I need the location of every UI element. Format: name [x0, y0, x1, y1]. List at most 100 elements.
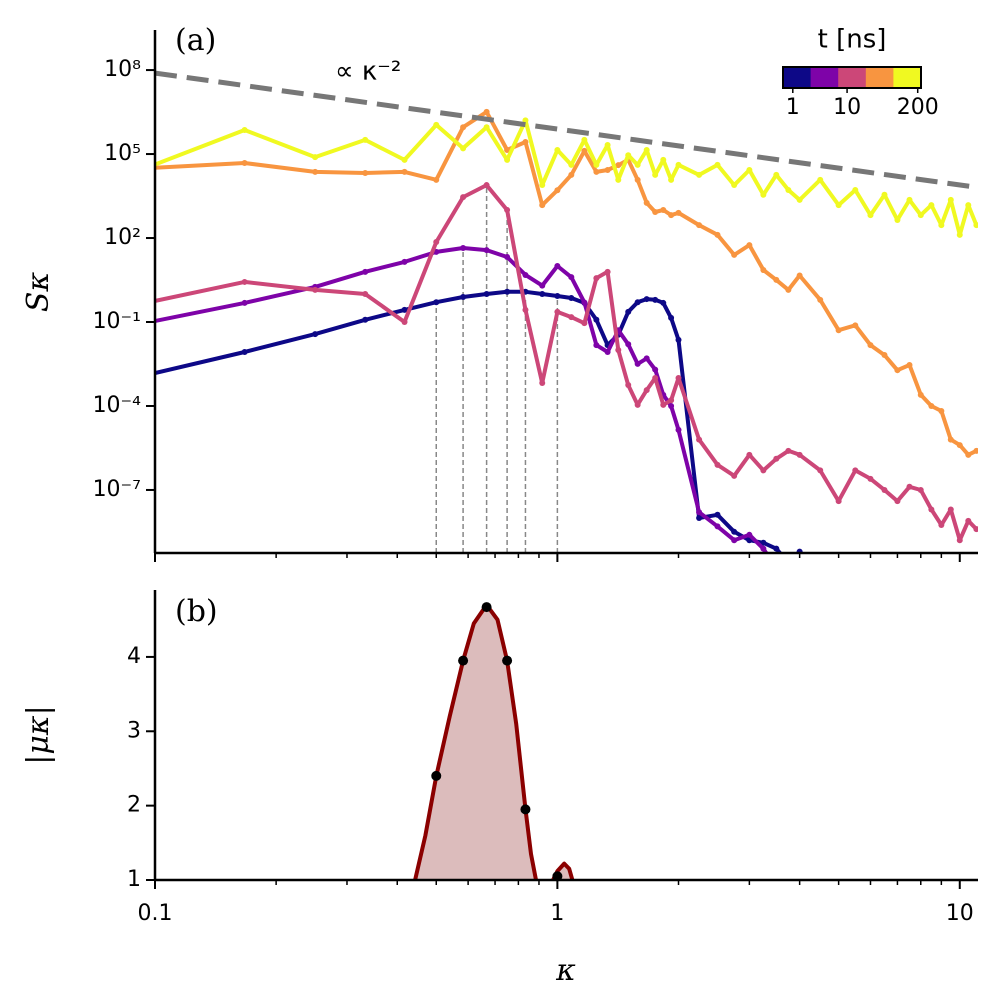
- marker: [241, 299, 248, 306]
- marker: [241, 127, 248, 134]
- marker: [312, 154, 319, 161]
- marker: [362, 291, 369, 298]
- marker: [522, 117, 529, 124]
- reference-line: [155, 70, 978, 190]
- marker: [119, 378, 125, 384]
- marker: [554, 263, 561, 270]
- marker: [696, 222, 703, 229]
- colorbar-frame: [782, 66, 922, 89]
- marker: [312, 168, 319, 175]
- marker: [796, 196, 803, 203]
- line: [155, 118, 978, 237]
- y-tick-label: 10⁻⁴: [93, 393, 142, 418]
- marker: [634, 299, 641, 306]
- marker: [785, 186, 792, 193]
- marker: [652, 366, 659, 373]
- marker: [401, 168, 408, 175]
- marker: [625, 341, 632, 348]
- marker: [760, 539, 767, 546]
- marker: [660, 299, 667, 306]
- colorbar-segment: [783, 67, 812, 88]
- marker: [483, 124, 490, 131]
- marker: [881, 486, 888, 493]
- x-axis-label: κ: [555, 953, 576, 988]
- marker: [675, 426, 682, 433]
- marker: [746, 242, 753, 249]
- marker: [568, 171, 575, 178]
- marker: [668, 397, 675, 404]
- marker: [554, 308, 561, 315]
- marker: [615, 176, 622, 183]
- marker: [773, 565, 779, 571]
- marker: [696, 436, 703, 443]
- y-axis-label: Sκ: [21, 272, 56, 313]
- area: [415, 604, 573, 880]
- marker: [568, 274, 575, 281]
- marker: [504, 254, 511, 261]
- marker: [668, 402, 675, 409]
- marker: [773, 276, 780, 283]
- colorbar-title: t [ns]: [818, 25, 887, 55]
- marker: [652, 296, 659, 303]
- marker: [241, 348, 248, 355]
- marker: [433, 239, 440, 246]
- colorbar-segment: [810, 67, 839, 88]
- marker: [731, 182, 738, 189]
- marker: [696, 514, 703, 521]
- marker: [483, 182, 490, 189]
- marker: [817, 467, 824, 474]
- marker: [746, 166, 753, 173]
- marker: [894, 498, 901, 505]
- x-tick-label: 10: [946, 901, 974, 926]
- marker: [241, 159, 248, 166]
- marker: [746, 451, 753, 458]
- marker: [539, 182, 546, 189]
- marker: [504, 207, 511, 214]
- marker: [401, 319, 408, 326]
- panel-label: (b): [175, 594, 218, 629]
- marker: [568, 295, 575, 302]
- marker: [835, 202, 842, 209]
- marker: [652, 209, 659, 216]
- marker: [668, 176, 675, 183]
- marker: [604, 166, 611, 173]
- marker: [615, 346, 622, 353]
- marker: [539, 380, 546, 387]
- x-tick-label: 1: [550, 901, 564, 926]
- marker: [660, 207, 667, 214]
- y-tick-label: 10⁻⁷: [93, 477, 141, 502]
- marker: [401, 306, 408, 313]
- marker: [604, 348, 611, 355]
- y-axis-label: |μκ|: [21, 705, 56, 764]
- marker: [894, 367, 901, 374]
- marker: [504, 156, 511, 163]
- marker: [906, 362, 913, 369]
- marker: [731, 537, 738, 544]
- marker: [634, 401, 641, 408]
- marker: [928, 202, 935, 209]
- marker: [973, 526, 978, 533]
- marker: [956, 537, 963, 544]
- marker: [917, 486, 924, 493]
- colorbar-tick-label: 1: [786, 95, 800, 120]
- marker: [675, 161, 682, 168]
- marker: [460, 124, 467, 131]
- marker: [643, 355, 650, 362]
- marker: [504, 146, 511, 153]
- marker: [785, 447, 792, 454]
- marker: [773, 171, 780, 178]
- y-tick-label: 1: [127, 867, 141, 892]
- marker: [660, 156, 667, 163]
- marker: [714, 161, 721, 168]
- line: [155, 246, 769, 553]
- marker: [625, 152, 632, 159]
- marker: [433, 176, 440, 183]
- marker: [593, 275, 600, 282]
- y-tick-label: 3: [127, 718, 141, 743]
- y-tick-label: 10²: [104, 225, 141, 250]
- marker: [460, 245, 467, 252]
- marker: [593, 161, 600, 168]
- marker: [615, 162, 622, 169]
- marker: [401, 258, 408, 265]
- marker: [760, 191, 767, 198]
